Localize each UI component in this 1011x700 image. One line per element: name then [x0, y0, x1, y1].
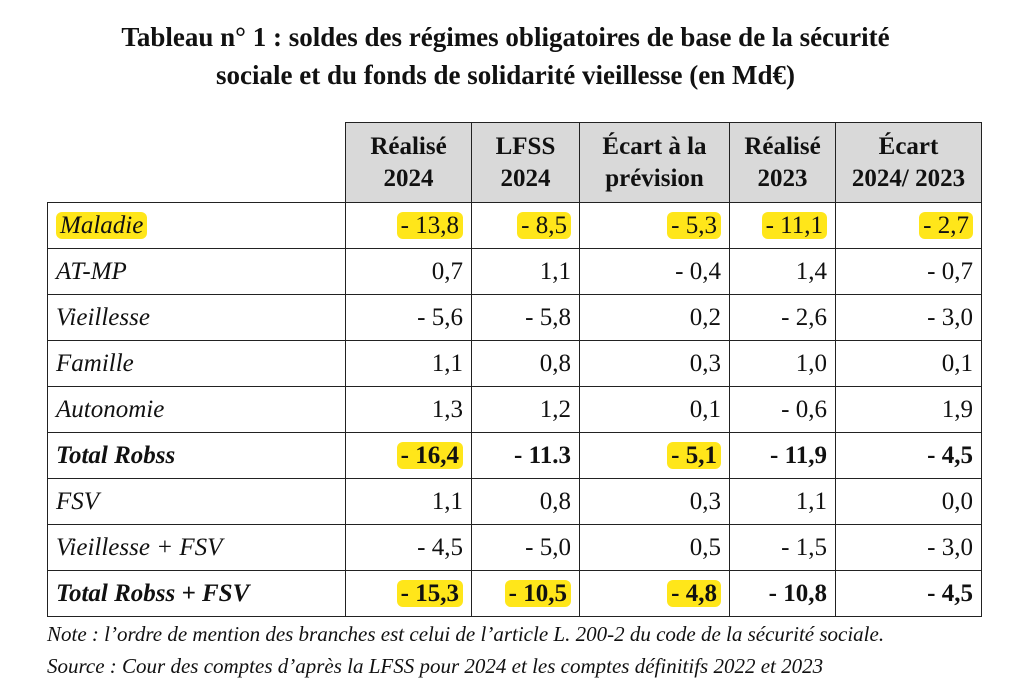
value-cell: 0,8: [471, 478, 580, 525]
value-cell: 0,7: [345, 248, 472, 295]
value-cell: 1,0: [729, 340, 836, 387]
row-label: Vieillesse: [47, 294, 346, 341]
value-cell: 0,1: [579, 386, 730, 433]
value-cell: - 11.3: [471, 432, 580, 479]
value-cell: - 2,6: [729, 294, 836, 341]
title-line-1: Tableau n° 1 : soldes des régimes obliga…: [121, 22, 890, 52]
value-cell: - 4,8: [579, 570, 730, 617]
value-cell: - 16,4: [345, 432, 472, 479]
value-cell: - 4,5: [345, 524, 472, 571]
table-row: FSV 1,1 0,8 0,3 1,1 0,0: [47, 478, 982, 525]
header-cell: LFSS 2024: [471, 122, 580, 203]
header-cell: Écart 2024/ 2023: [835, 122, 982, 203]
table-row: AT-MP 0,7 1,1- 0,4 1,4- 0,7: [47, 248, 982, 295]
value-cell: 0,3: [579, 478, 730, 525]
value-cell: 1,1: [729, 478, 836, 525]
value-cell: 0,3: [579, 340, 730, 387]
value-cell: - 0,7: [835, 248, 982, 295]
row-label: Famille: [47, 340, 346, 387]
value-cell: 0,8: [471, 340, 580, 387]
table-row: Maladie - 13,8- 8,5- 5,3- 11,1- 2,7: [47, 202, 982, 249]
value-cell: - 4,5: [835, 570, 982, 617]
value-cell: 1,1: [345, 340, 472, 387]
table-row: Vieillesse + FSV - 4,5- 5,0 0,5- 1,5- 3,0: [47, 524, 982, 571]
value-cell: 1,4: [729, 248, 836, 295]
value-cell: - 13,8: [345, 202, 472, 249]
table-body: Maladie - 13,8- 8,5- 5,3- 11,1- 2,7 AT-MP 0…: [47, 202, 982, 617]
value-cell: - 0,6: [729, 386, 836, 433]
value-cell: 0,2: [579, 294, 730, 341]
value-cell: - 1,5: [729, 524, 836, 571]
table-row: Famille 1,1 0,8 0,3 1,0 0,1: [47, 340, 982, 387]
table-title: Tableau n° 1 : soldes des régimes obliga…: [0, 18, 1011, 94]
row-label: Vieillesse + FSV: [47, 524, 346, 571]
value-cell: - 10,8: [729, 570, 836, 617]
value-cell: - 3,0: [835, 524, 982, 571]
value-cell: 1,2: [471, 386, 580, 433]
table-row: Total Robss + FSV - 15,3- 10,5- 4,8- 10,8…: [47, 570, 982, 617]
value-cell: - 5,8: [471, 294, 580, 341]
table-row: Autonomie 1,3 1,2 0,1- 0,6 1,9: [47, 386, 982, 433]
table-note: Note : l’ordre de mention des branches e…: [47, 622, 885, 646]
value-cell: - 0,4: [579, 248, 730, 295]
row-label: Autonomie: [47, 386, 346, 433]
value-cell: 1,9: [835, 386, 982, 433]
value-cell: - 5,6: [345, 294, 472, 341]
value-cell: 0,0: [835, 478, 982, 525]
header-row: Réalisé 2024 LFSS 2024 Écart à la prévision…: [47, 122, 982, 203]
value-cell: - 10,5: [471, 570, 580, 617]
row-label: Total Robss: [47, 432, 346, 479]
header-cell: Réalisé 2023: [729, 122, 836, 203]
value-cell: - 5,3: [579, 202, 730, 249]
value-cell: 1,3: [345, 386, 472, 433]
value-cell: 1,1: [471, 248, 580, 295]
value-cell: - 11,1: [729, 202, 836, 249]
row-label: Total Robss + FSV: [47, 570, 346, 617]
header-cell: Écart à la prévision: [579, 122, 730, 203]
value-cell: - 8,5: [471, 202, 580, 249]
value-cell: 0,5: [579, 524, 730, 571]
value-cell: - 3,0: [835, 294, 982, 341]
row-label: AT-MP: [47, 248, 346, 295]
title-line-2: sociale et du fonds de solidarité vieill…: [216, 60, 795, 90]
value-cell: 1,1: [345, 478, 472, 525]
value-cell: - 2,7: [835, 202, 982, 249]
row-label: FSV: [47, 478, 346, 525]
row-label: Maladie: [47, 202, 346, 249]
value-cell: - 5,1: [579, 432, 730, 479]
value-cell: - 5,0: [471, 524, 580, 571]
value-cell: - 11,9: [729, 432, 836, 479]
header-cell: Réalisé 2024: [345, 122, 472, 203]
table-source: Source : Cour des comptes d’après la LFS…: [47, 654, 824, 678]
header-blank-cell: [47, 122, 346, 203]
table-row: Vieillesse - 5,6- 5,8 0,2- 2,6- 3,0: [47, 294, 982, 341]
balances-table: Réalisé 2024 LFSS 2024 Écart à la prévision…: [47, 122, 982, 617]
value-cell: 0,1: [835, 340, 982, 387]
value-cell: - 4,5: [835, 432, 982, 479]
table-row: Total Robss - 16,4- 11.3- 5,1- 11,9- 4,5: [47, 432, 982, 479]
value-cell: - 15,3: [345, 570, 472, 617]
